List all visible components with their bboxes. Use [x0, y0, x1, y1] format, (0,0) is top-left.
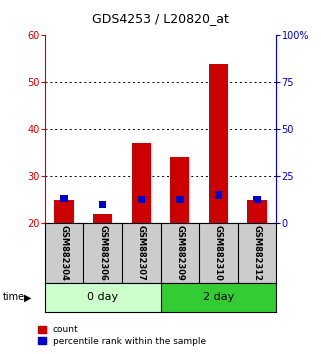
Text: GSM882310: GSM882310 [214, 225, 223, 281]
Bar [209, 64, 228, 223]
Legend: count, percentile rank within the sample: count, percentile rank within the sample [37, 324, 208, 348]
Text: ▶: ▶ [24, 292, 32, 302]
Bar [160, 283, 276, 312]
Text: GDS4253 / L20820_at: GDS4253 / L20820_at [92, 12, 229, 25]
Bar [253, 196, 261, 203]
Bar [55, 200, 74, 223]
Bar [60, 195, 68, 202]
Text: time: time [3, 292, 25, 302]
Text: GSM882309: GSM882309 [175, 225, 184, 281]
Text: GSM882306: GSM882306 [98, 225, 107, 281]
Bar [176, 196, 184, 203]
Bar [137, 196, 145, 203]
Text: 2 day: 2 day [203, 292, 234, 302]
Bar [99, 200, 107, 208]
Bar [45, 283, 160, 312]
Text: 0 day: 0 day [87, 292, 118, 302]
Bar [247, 200, 266, 223]
Text: GSM882312: GSM882312 [252, 225, 261, 281]
Bar [214, 191, 222, 199]
Bar [170, 157, 189, 223]
Text: GSM882307: GSM882307 [137, 225, 146, 281]
Bar [132, 143, 151, 223]
Text: GSM882304: GSM882304 [60, 225, 69, 281]
Bar [93, 214, 112, 223]
